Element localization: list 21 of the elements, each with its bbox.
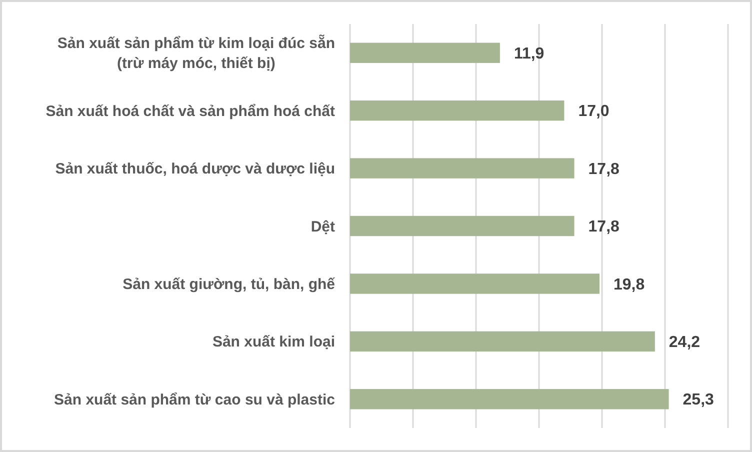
bar <box>350 389 669 410</box>
data-label: 19,8 <box>613 276 645 294</box>
bar <box>350 274 600 294</box>
data-label: 25,3 <box>682 392 714 409</box>
y-tick-label: Sản xuất hoá chất và sản phẩm hoá chất <box>46 102 336 120</box>
y-tick-label: Sản xuất giường, tủ, bàn, ghế <box>122 276 336 293</box>
data-label: 24,2 <box>668 334 700 352</box>
bar <box>350 100 564 121</box>
data-label: 17,0 <box>578 103 610 120</box>
y-tick-label: Sản xuất thuốc, hoá dược và dược liệu <box>55 160 336 178</box>
bar <box>350 42 500 63</box>
y-tick-label: Dệt <box>310 218 336 236</box>
data-label: 11,9 <box>514 45 544 62</box>
data-label: 17,8 <box>588 218 620 236</box>
y-tick-label: Sản xuất kim loại <box>212 334 336 351</box>
bar <box>350 158 574 178</box>
y-tick-label: Sản xuất sản phẩm từ cao su và plastic <box>54 391 336 408</box>
bar <box>350 216 574 236</box>
y-tick-label: Sản xuất sản phẩm từ kim loại đúc sẵn (trừ máy móc, thiết bị) <box>57 34 336 72</box>
bar <box>350 331 655 352</box>
data-label: 17,8 <box>588 160 620 178</box>
